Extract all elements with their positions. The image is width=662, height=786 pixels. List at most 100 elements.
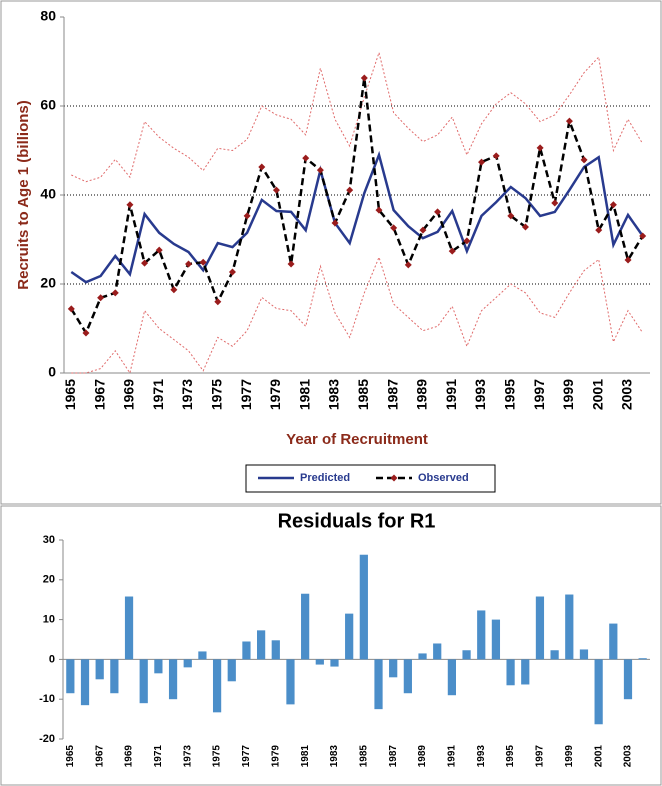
bar [403,659,412,694]
x-tick-label: 1999 [560,379,576,410]
x-tick-label: 1987 [388,745,399,768]
point-marker [507,212,515,220]
series-line [70,77,644,336]
legend-label: Observed [418,472,469,484]
bar [506,659,515,686]
x-tick-label: 1969 [121,379,137,410]
bar [609,623,618,660]
point-marker [580,156,588,164]
point-marker [199,258,207,266]
x-tick-label: 1979 [270,745,281,768]
x-tick-label: 1995 [502,379,518,410]
point-marker [185,260,193,268]
x-tick-label: 1993 [476,745,487,768]
bar [286,659,295,705]
bar [521,659,530,685]
x-tick-label: 1999 [564,745,575,768]
bar [623,659,633,700]
point-marker [243,212,251,220]
point-marker [82,329,90,337]
bar [315,659,324,665]
point-marker [67,305,75,313]
point-marker [170,286,178,294]
bar [345,613,354,660]
y-tick-label: 40 [40,186,56,202]
point-marker [434,208,442,216]
bar [139,659,148,704]
point-marker [595,226,603,234]
point-marker [551,199,559,207]
bar [565,594,574,660]
x-tick-label: 1967 [91,379,107,410]
x-tick-label: 1973 [182,745,193,768]
point-marker [302,154,310,162]
y-tick-label: 0 [49,653,55,665]
bar [124,596,134,660]
point-marker [360,74,368,82]
bar [271,640,280,660]
top-panel [0,0,662,505]
bar [212,659,222,713]
x-tick-label: 1997 [531,379,547,410]
x-tick-label: 2003 [619,379,635,410]
bar [594,659,603,725]
bar [301,593,310,660]
point-marker [111,289,119,297]
bar [433,643,442,660]
point-marker [565,117,573,125]
bar [374,659,383,710]
y-tick-label: -10 [39,693,55,705]
bar [462,650,471,660]
point-marker [126,201,134,209]
x-tick-label: 1975 [212,745,223,768]
y-tick-label: 20 [40,275,56,291]
x-tick-label: 1973 [179,379,195,410]
bar [110,659,119,694]
bar [198,651,207,660]
bar [491,619,501,660]
x-tick-label: 1987 [384,379,400,410]
x-tick-label: 1995 [505,745,516,768]
x-tick-label: 2003 [623,745,634,768]
bar [168,659,178,700]
point-marker [331,219,339,227]
point-marker [521,223,529,231]
y-axis-label: Recruits to Age 1 (billions) [15,100,32,289]
point-marker [536,144,544,152]
x-tick-label: 1969 [124,745,135,768]
x-tick-label: 1989 [414,379,430,410]
x-tick-label: 1989 [417,745,428,768]
point-marker [404,261,412,269]
point-marker [316,166,324,174]
bar [154,659,163,674]
point-marker [97,294,105,302]
point-marker [478,158,486,166]
x-tick-label: 1981 [296,379,312,410]
point-marker [258,163,266,171]
chart-title: Residuals for R1 [278,510,436,532]
series-line [71,255,644,375]
bar [638,658,647,660]
x-tick-label: 1967 [94,745,105,768]
x-tick-label: 2001 [589,379,605,410]
x-tick-label: 1983 [326,379,342,410]
point-marker [141,259,149,267]
point-marker [609,201,617,209]
y-tick-label: 20 [43,574,55,586]
bar [95,659,104,680]
point-marker [155,246,163,254]
x-tick-label: 1971 [153,745,164,768]
point-marker [624,256,632,264]
y-tick-label: 10 [43,614,55,626]
bar [183,659,192,668]
legend-label: Predicted [300,472,350,484]
bar [477,610,486,660]
point-marker [448,247,456,255]
point-marker [287,260,295,268]
y-tick-label: -20 [39,733,55,745]
x-tick-label: 1993 [472,379,488,410]
y-tick-label: 60 [40,97,56,113]
x-tick-label: 1971 [150,379,166,410]
y-tick-label: 30 [43,534,55,546]
bar [389,659,398,678]
